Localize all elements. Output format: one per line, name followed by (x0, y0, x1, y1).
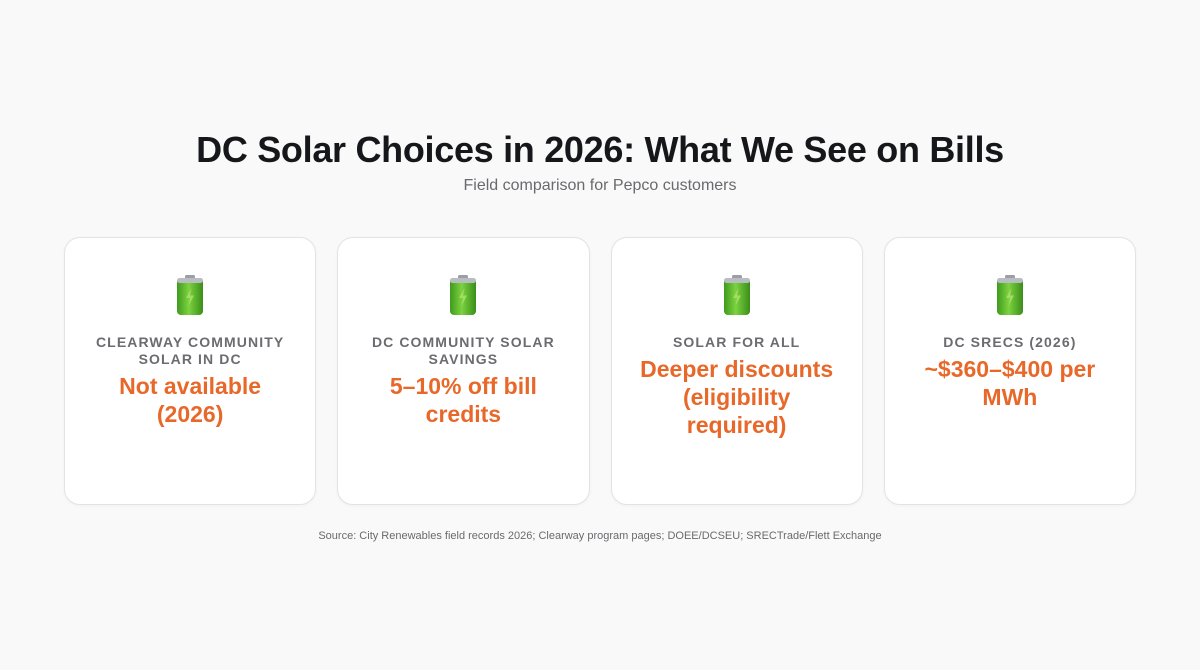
source-note: Source: City Renewables field records 20… (318, 530, 882, 542)
card-label: CLEARWAY COMMUNITY SOLAR IN DC (95, 334, 285, 367)
card-clearway: CLEARWAY COMMUNITY SOLAR IN DC Not avail… (64, 237, 317, 505)
card-dc-srecs: DC SRECS (2026) ~$360–$400 per MWh (883, 237, 1136, 505)
battery-icon (723, 275, 750, 315)
page-subtitle: Field comparison for Pepco customers (463, 177, 737, 194)
card-solar-for-all: SOLAR FOR ALL Deeper discounts (eligibil… (610, 237, 863, 505)
card-label: DC COMMUNITY SOLAR SAVINGS (371, 334, 555, 367)
battery-icon (996, 275, 1023, 315)
battery-icon (177, 275, 204, 315)
card-label: DC SRECS (2026) (943, 334, 1077, 350)
page-title: DC Solar Choices in 2026: What We See on… (196, 129, 1004, 170)
card-value: ~$360–$400 per MWh (924, 356, 1096, 410)
card-value: Not available (2026) (119, 373, 262, 427)
battery-icon (450, 275, 477, 315)
card-label: SOLAR FOR ALL (672, 334, 801, 350)
card-community-solar: DC COMMUNITY SOLAR SAVINGS 5–10% off bil… (337, 237, 590, 505)
card-row: CLEARWAY COMMUNITY SOLAR IN DC Not avail… (64, 237, 1136, 505)
card-value: Deeper discounts (eligibility required) (640, 356, 834, 438)
card-value: 5–10% off bill credits (389, 373, 537, 427)
header: DC Solar Choices in 2026: What We See on… (0, 128, 1200, 196)
